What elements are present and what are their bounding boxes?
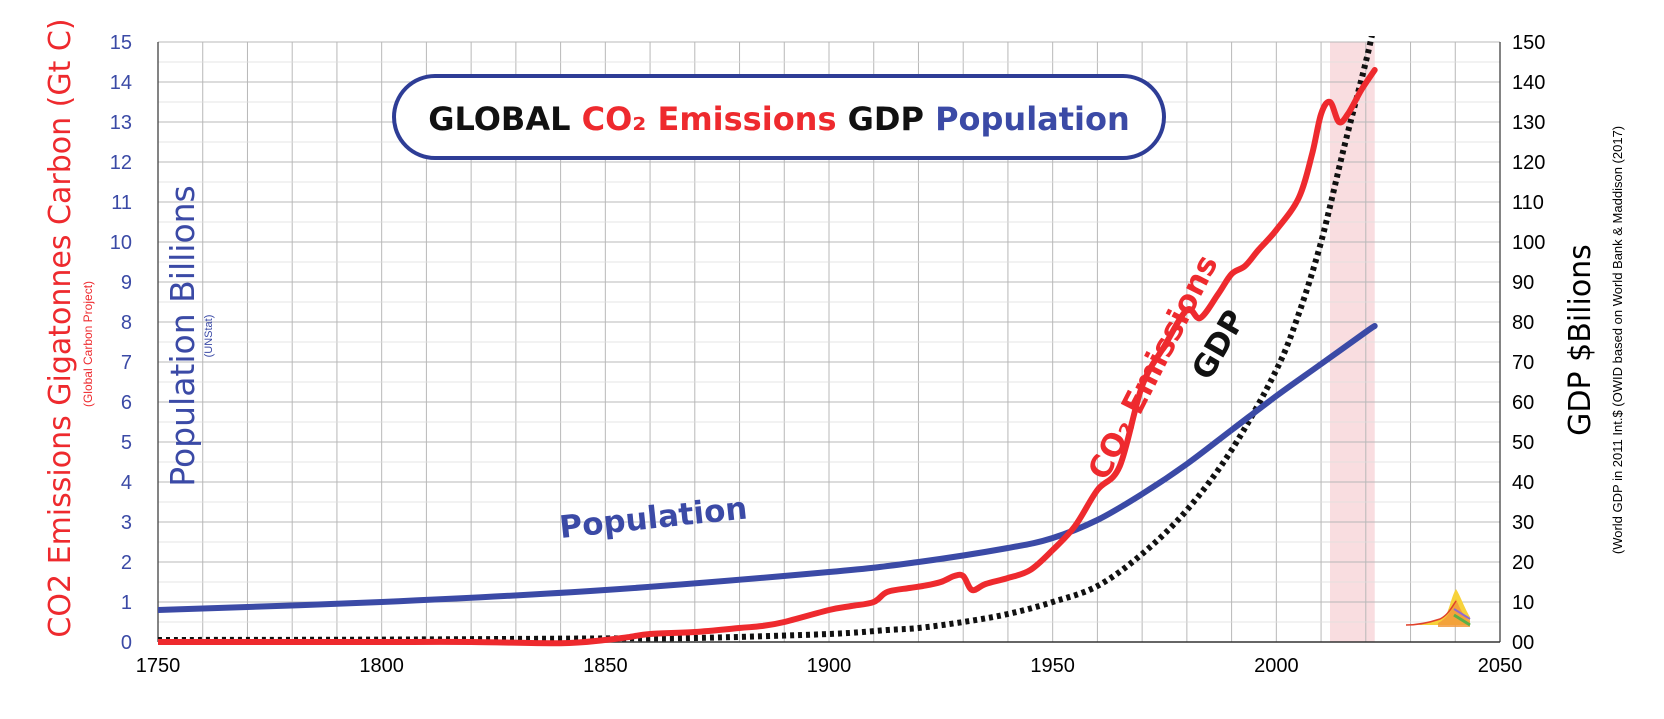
y-right-axis-title: GDP $Bilions (1563, 244, 1598, 436)
y-right-tick-label: 70 (1512, 352, 1534, 374)
y-right-tick-label: 20 (1512, 552, 1534, 574)
y-right-tick-label: 50 (1512, 432, 1534, 454)
y-right-tick-label: 30 (1512, 512, 1534, 534)
y-right-tick-label: 100 (1512, 232, 1545, 254)
y-left-tick-label: 9 (121, 272, 132, 294)
title-part: CO₂ Emissions (582, 100, 848, 138)
y-left-tick-label: 10 (110, 232, 132, 254)
title-box (392, 74, 1166, 160)
y-left-tick-label: 14 (110, 72, 132, 94)
y-right-tick-label: 140 (1512, 72, 1545, 94)
title-part: Population (935, 100, 1130, 138)
y-right-tick-label: 110 (1512, 192, 1544, 214)
y-right-tick-label: 80 (1512, 312, 1534, 334)
x-tick-label: 1900 (807, 655, 852, 677)
y-left-tick-label: 5 (121, 432, 132, 454)
y-left-tick-label: 15 (110, 32, 132, 54)
y-left-tick-label: 2 (121, 552, 132, 574)
y-left-tick-label: 4 (121, 472, 132, 494)
title-part: GDP (848, 100, 935, 138)
x-tick-label: 1750 (136, 655, 181, 677)
y-right-tick-label: 40 (1512, 472, 1534, 494)
x-tick-label: 1800 (359, 655, 404, 677)
y-left-tick-label: 1 (121, 592, 132, 614)
y-left-tick-label: 7 (121, 352, 132, 374)
y-right-tick-label: 130 (1512, 112, 1545, 134)
y-left-tick-label: 3 (121, 512, 132, 534)
y-right-tick-label: 10 (1512, 592, 1534, 614)
y-left-tick-label: 11 (111, 192, 132, 214)
y-right-tick-label: 120 (1512, 152, 1545, 174)
x-tick-label: 2050 (1478, 655, 1523, 677)
x-tick-label: 2000 (1254, 655, 1299, 677)
y-right-tick-label: 60 (1512, 392, 1534, 414)
y-right-tick-label: 00 (1512, 632, 1534, 654)
y-left-axis-subtitle: (Global Carbon Project) (81, 281, 95, 407)
y-population-axis-title: Population Billions (163, 185, 202, 486)
chart-title: GLOBAL CO₂ Emissions GDP Population (428, 100, 1130, 138)
y-right-tick-label: 150 (1512, 32, 1545, 54)
series-line-co-emissions (158, 67, 1378, 647)
y-population-axis-subtitle: (UNStat) (203, 315, 215, 358)
x-tick-label: 1850 (583, 655, 628, 677)
small-co2-logo (1405, 589, 1471, 627)
series-line-population (158, 323, 1378, 613)
y-left-tick-label: 0 (121, 632, 132, 654)
series-layer (158, 36, 1378, 647)
y-left-tick-label: 12 (110, 152, 132, 174)
y-left-tick-label: 6 (121, 392, 132, 414)
y-left-tick-label: 8 (121, 312, 132, 334)
y-left-tick-label: 13 (110, 112, 132, 134)
x-tick-label: 1950 (1030, 655, 1075, 677)
y-left-axis-title: CO2 Emissions Gigatonnes Carbon (Gt C) (43, 18, 78, 637)
title-part: GLOBAL (428, 100, 581, 138)
y-right-tick-label: 90 (1512, 272, 1534, 294)
y-right-axis-subtitle: (World GDP in 2011 Int.$ (OWID based on … (1610, 126, 1625, 554)
tick-label-layer: 1750 1800 1850 1900 1950 2000 2050012345678910… (110, 32, 1546, 677)
